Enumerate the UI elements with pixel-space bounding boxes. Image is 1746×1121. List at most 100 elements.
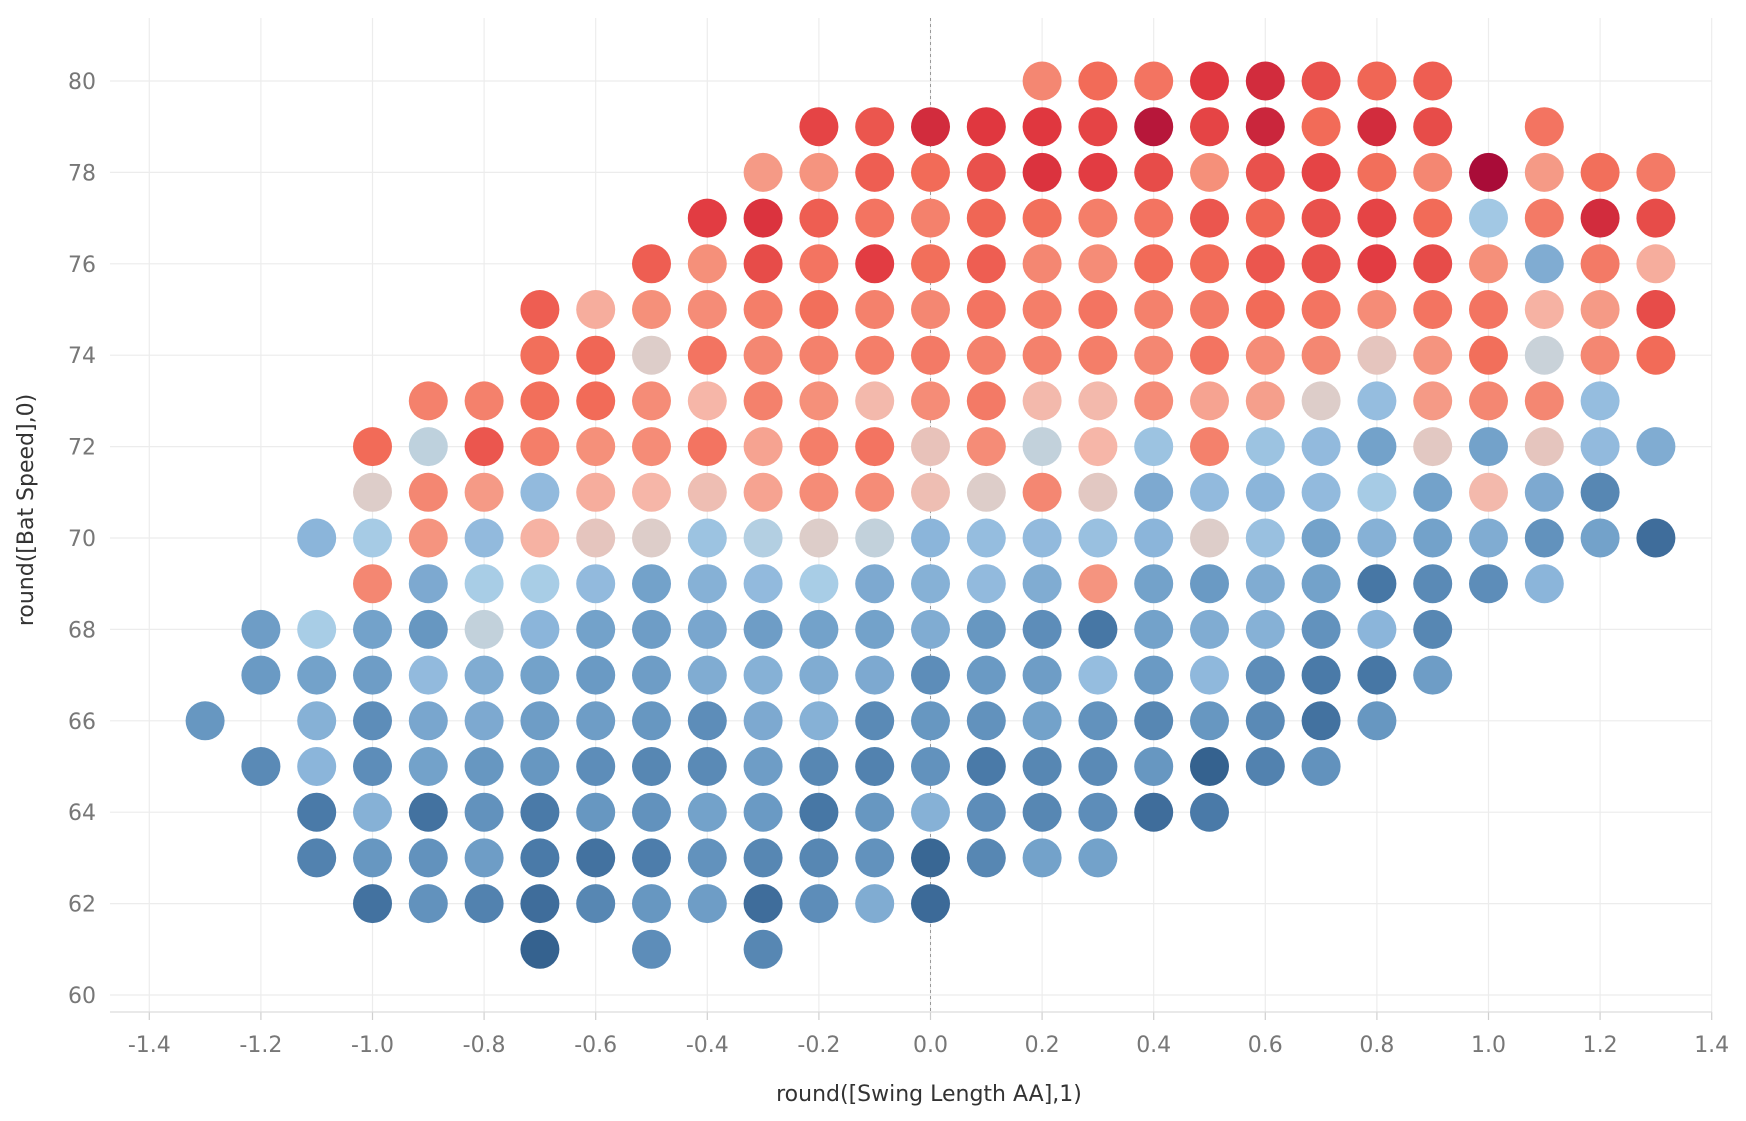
- data-point: [1245, 518, 1285, 558]
- data-point: [576, 381, 616, 421]
- data-point: [1245, 747, 1285, 786]
- data-point: [1357, 290, 1397, 329]
- data-point: [799, 472, 839, 512]
- data-point: [687, 609, 727, 649]
- data-point: [1078, 427, 1118, 467]
- data-point: [1636, 290, 1676, 329]
- data-point: [1301, 518, 1341, 558]
- data-point: [1580, 335, 1620, 375]
- data-point: [966, 701, 1006, 741]
- data-point: [1469, 335, 1508, 375]
- data-point: [1134, 198, 1174, 238]
- data-point: [911, 107, 950, 147]
- data-point: [1469, 244, 1508, 284]
- x-tick-label: -0.2: [797, 1033, 840, 1058]
- data-point: [1413, 152, 1453, 192]
- data-point: [1022, 290, 1062, 329]
- data-point: [1357, 244, 1397, 284]
- y-tick-label: 74: [68, 344, 96, 369]
- data-point: [855, 290, 895, 329]
- y-tick-label: 80: [68, 70, 96, 95]
- data-point: [1524, 290, 1564, 329]
- data-point: [1301, 381, 1341, 421]
- data-point: [520, 792, 560, 832]
- data-point: [687, 747, 727, 786]
- data-point: [1524, 335, 1564, 375]
- data-point: [1301, 335, 1341, 375]
- data-point: [1469, 518, 1508, 558]
- data-point: [855, 838, 895, 878]
- data-point: [743, 609, 783, 649]
- data-point: [520, 747, 560, 786]
- data-point: [1580, 472, 1620, 512]
- data-point: [743, 335, 783, 375]
- data-point: [1413, 107, 1453, 147]
- data-point: [1357, 427, 1397, 467]
- y-tick-label: 72: [68, 436, 96, 461]
- data-point: [464, 609, 504, 649]
- data-point: [687, 198, 727, 238]
- x-tick-label: 0.0: [913, 1033, 948, 1058]
- data-point: [1245, 290, 1285, 329]
- y-tick-label: 76: [68, 253, 96, 278]
- data-point: [687, 884, 727, 924]
- x-axis-title: round([Swing Length AA],1): [776, 1082, 1082, 1107]
- data-point: [1524, 107, 1564, 147]
- data-point: [743, 472, 783, 512]
- data-point: [632, 427, 671, 467]
- data-point: [687, 335, 727, 375]
- data-point: [1245, 564, 1285, 604]
- data-point: [464, 792, 504, 832]
- data-point: [576, 701, 616, 741]
- data-point: [241, 609, 281, 649]
- data-point: [1134, 655, 1174, 695]
- x-tick-label: 1.2: [1583, 1033, 1618, 1058]
- data-point: [1580, 381, 1620, 421]
- data-point: [911, 609, 950, 649]
- data-point: [966, 107, 1006, 147]
- data-point: [1357, 564, 1397, 604]
- data-point: [1580, 427, 1620, 467]
- data-point: [576, 564, 616, 604]
- data-point: [1301, 290, 1341, 329]
- data-point: [966, 198, 1006, 238]
- data-point: [1580, 290, 1620, 329]
- data-point: [1413, 244, 1453, 284]
- data-point: [1301, 564, 1341, 604]
- data-point: [632, 701, 671, 741]
- data-point: [799, 701, 839, 741]
- data-point: [632, 747, 671, 786]
- data-point: [855, 884, 895, 924]
- data-point: [1022, 198, 1062, 238]
- data-point: [353, 609, 392, 649]
- data-point: [576, 747, 616, 786]
- data-point: [520, 381, 560, 421]
- data-point: [687, 427, 727, 467]
- data-point: [576, 609, 616, 649]
- data-point: [520, 335, 560, 375]
- data-point: [408, 427, 448, 467]
- data-point: [966, 381, 1006, 421]
- data-point: [743, 381, 783, 421]
- data-point: [1022, 792, 1062, 832]
- data-point: [743, 518, 783, 558]
- data-point: [464, 472, 504, 512]
- data-point: [1524, 564, 1564, 604]
- data-point: [799, 884, 839, 924]
- data-point: [1078, 655, 1118, 695]
- data-point: [464, 655, 504, 695]
- data-point: [911, 244, 950, 284]
- data-point: [687, 381, 727, 421]
- data-point: [576, 655, 616, 695]
- data-point: [911, 152, 950, 192]
- data-point: [1022, 381, 1062, 421]
- data-point: [687, 244, 727, 284]
- data-point: [576, 518, 616, 558]
- data-point: [632, 564, 671, 604]
- data-point: [1245, 152, 1285, 192]
- data-point: [632, 290, 671, 329]
- data-point: [464, 381, 504, 421]
- data-point: [1636, 152, 1676, 192]
- data-point: [966, 472, 1006, 512]
- data-point: [1413, 381, 1453, 421]
